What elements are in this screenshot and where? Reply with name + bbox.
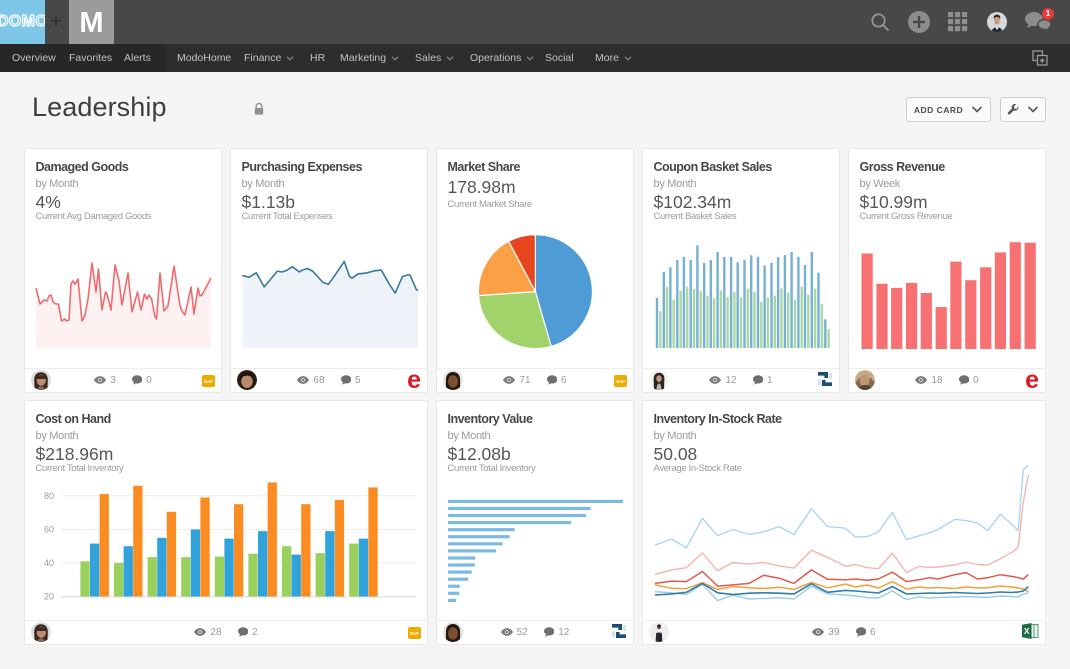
svg-text:80: 80	[44, 491, 54, 501]
svg-text:60: 60	[44, 524, 54, 534]
svg-text:40: 40	[44, 558, 54, 568]
svg-text:SAP: SAP	[204, 379, 213, 384]
svg-text:X: X	[1024, 626, 1030, 636]
svg-text:SAP: SAP	[616, 379, 625, 384]
svg-text:SAP: SAP	[410, 631, 419, 636]
svg-text:20: 20	[44, 592, 54, 602]
